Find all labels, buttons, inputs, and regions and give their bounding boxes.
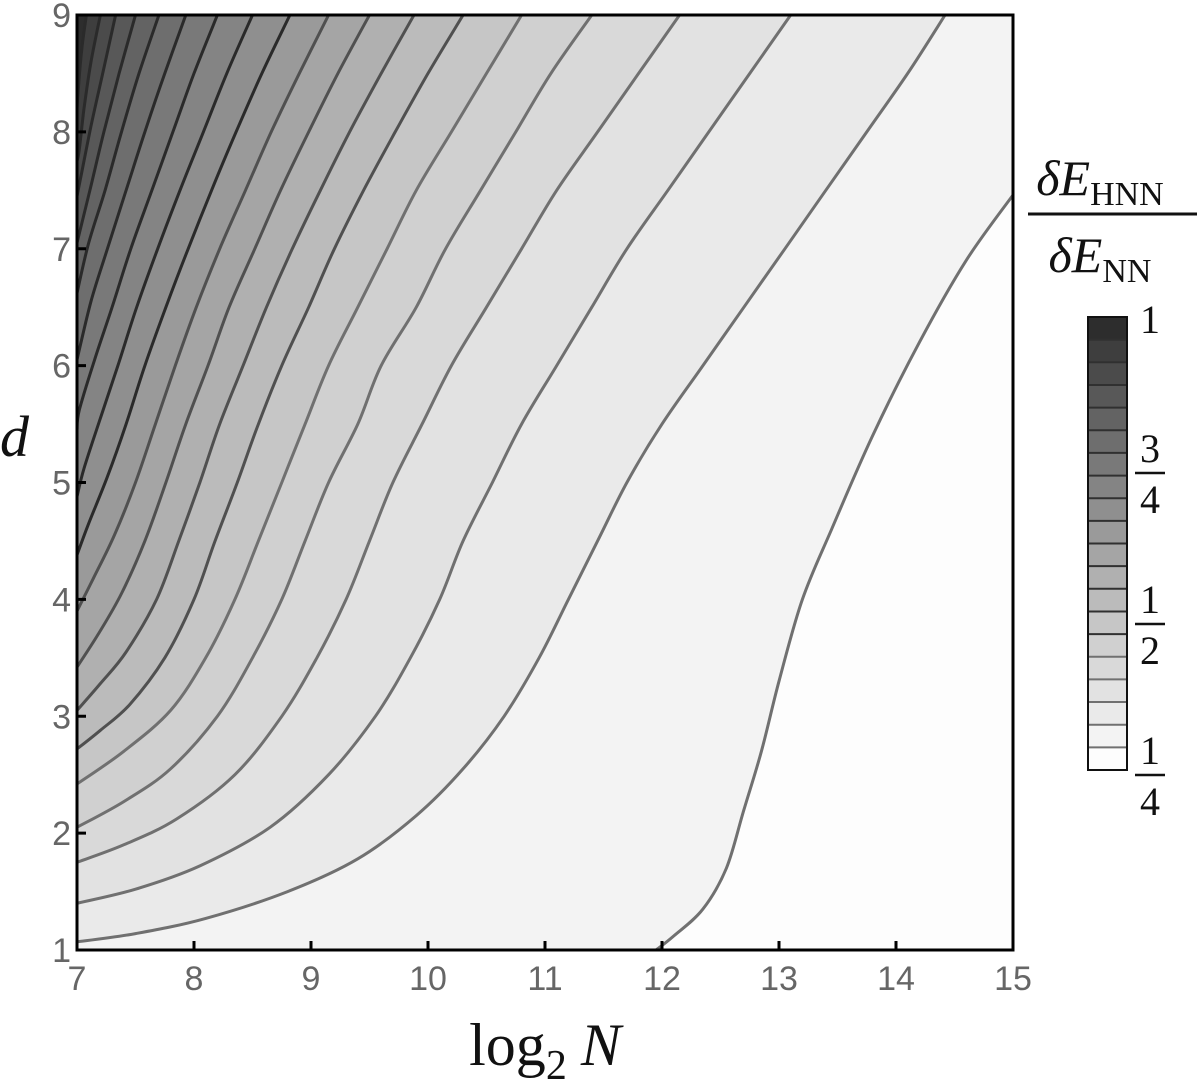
x-axis: 7 8 9 10 11 12 13 14 15 [68,941,1032,998]
x-axis-label: log2 N [469,1012,624,1083]
y-axis-label: d [0,404,30,469]
colorbar-tick-label: 1 [1140,297,1160,342]
colorbar-band [1088,498,1127,521]
colorbar-title: δEHNN δENN [1028,150,1197,290]
contour-bands [77,15,1013,950]
x-tick-label: 14 [877,960,915,998]
colorbar-band [1088,362,1127,385]
y-tick-label: 4 [52,581,71,619]
colorbar-band [1088,520,1127,544]
colorbar-band [1088,724,1127,748]
colorbar-band [1088,339,1127,363]
colorbar-tick-denominator: 2 [1140,628,1160,673]
y-axis: 1 2 3 4 5 6 7 8 9 [52,0,86,970]
svg-text:δEHNN: δEHNN [1036,150,1163,213]
colorbar-tick-denominator: 4 [1140,779,1160,824]
y-tick-label: 8 [52,114,71,152]
svg-text:δENN: δENN [1049,227,1152,290]
colorbar-band [1088,317,1127,340]
colorbar-frame [1087,316,1128,771]
y-tick-label: 9 [52,0,71,35]
x-tick-label: 8 [185,960,204,998]
contour-line [77,15,330,612]
colorbar-band [1088,702,1127,725]
x-tick-label: 13 [760,960,798,998]
colorbar-tick-numerator: 3 [1140,426,1160,471]
colorbar-band [1088,475,1127,499]
contour-line [77,15,137,244]
contour-line [77,15,792,905]
y-tick-label: 6 [52,348,71,386]
contour-line [77,15,594,829]
x-tick-label: 10 [409,960,447,998]
x-tick-label: 12 [643,960,681,998]
contour-line [655,194,1013,950]
colorbar-tick-numerator: 1 [1140,577,1160,622]
contour-line [77,15,254,497]
x-tick-label: 9 [302,960,321,998]
y-tick-label: 3 [52,698,71,736]
colorbar-band [1088,543,1127,567]
colorbar-band [1088,566,1127,589]
y-tick-label: 2 [52,815,71,853]
colorbar-band [1088,588,1127,612]
x-tick-label: 11 [527,960,562,998]
contour-line [77,15,416,712]
colorbar-band [1088,634,1127,657]
colorbar-band [1088,679,1127,703]
colorbar-band [1088,407,1127,431]
x-tick-label: 15 [994,960,1032,998]
y-tick-label: 1 [52,932,71,970]
y-tick-label: 5 [52,465,71,503]
contour-line [77,15,161,294]
contour-line [77,15,465,751]
contour-line [77,15,118,197]
x-tick-label: 7 [68,960,87,998]
colorbar-tick-labels: 1 3 4 1 2 1 4 [1135,297,1165,824]
colorbar-band [1088,611,1127,635]
colorbar-band [1088,452,1127,476]
colorbar-band [1088,747,1127,771]
y-tick-label: 7 [52,231,71,269]
contour-line [77,15,371,669]
colorbar-band [1088,656,1127,680]
contour-line [77,15,523,786]
colorbar-tick-numerator: 1 [1140,728,1160,773]
colorbar [1087,316,1128,771]
contour-line [77,15,681,864]
contour-line [77,15,947,944]
contour-lines [77,15,1013,950]
colorbar-tick-denominator: 4 [1140,477,1160,522]
colorbar-band [1088,385,1127,408]
contour-line [77,15,219,431]
contour-band [77,15,87,109]
contour-line [77,15,292,556]
colorbar-band [1088,430,1127,453]
contour-line [77,15,188,361]
